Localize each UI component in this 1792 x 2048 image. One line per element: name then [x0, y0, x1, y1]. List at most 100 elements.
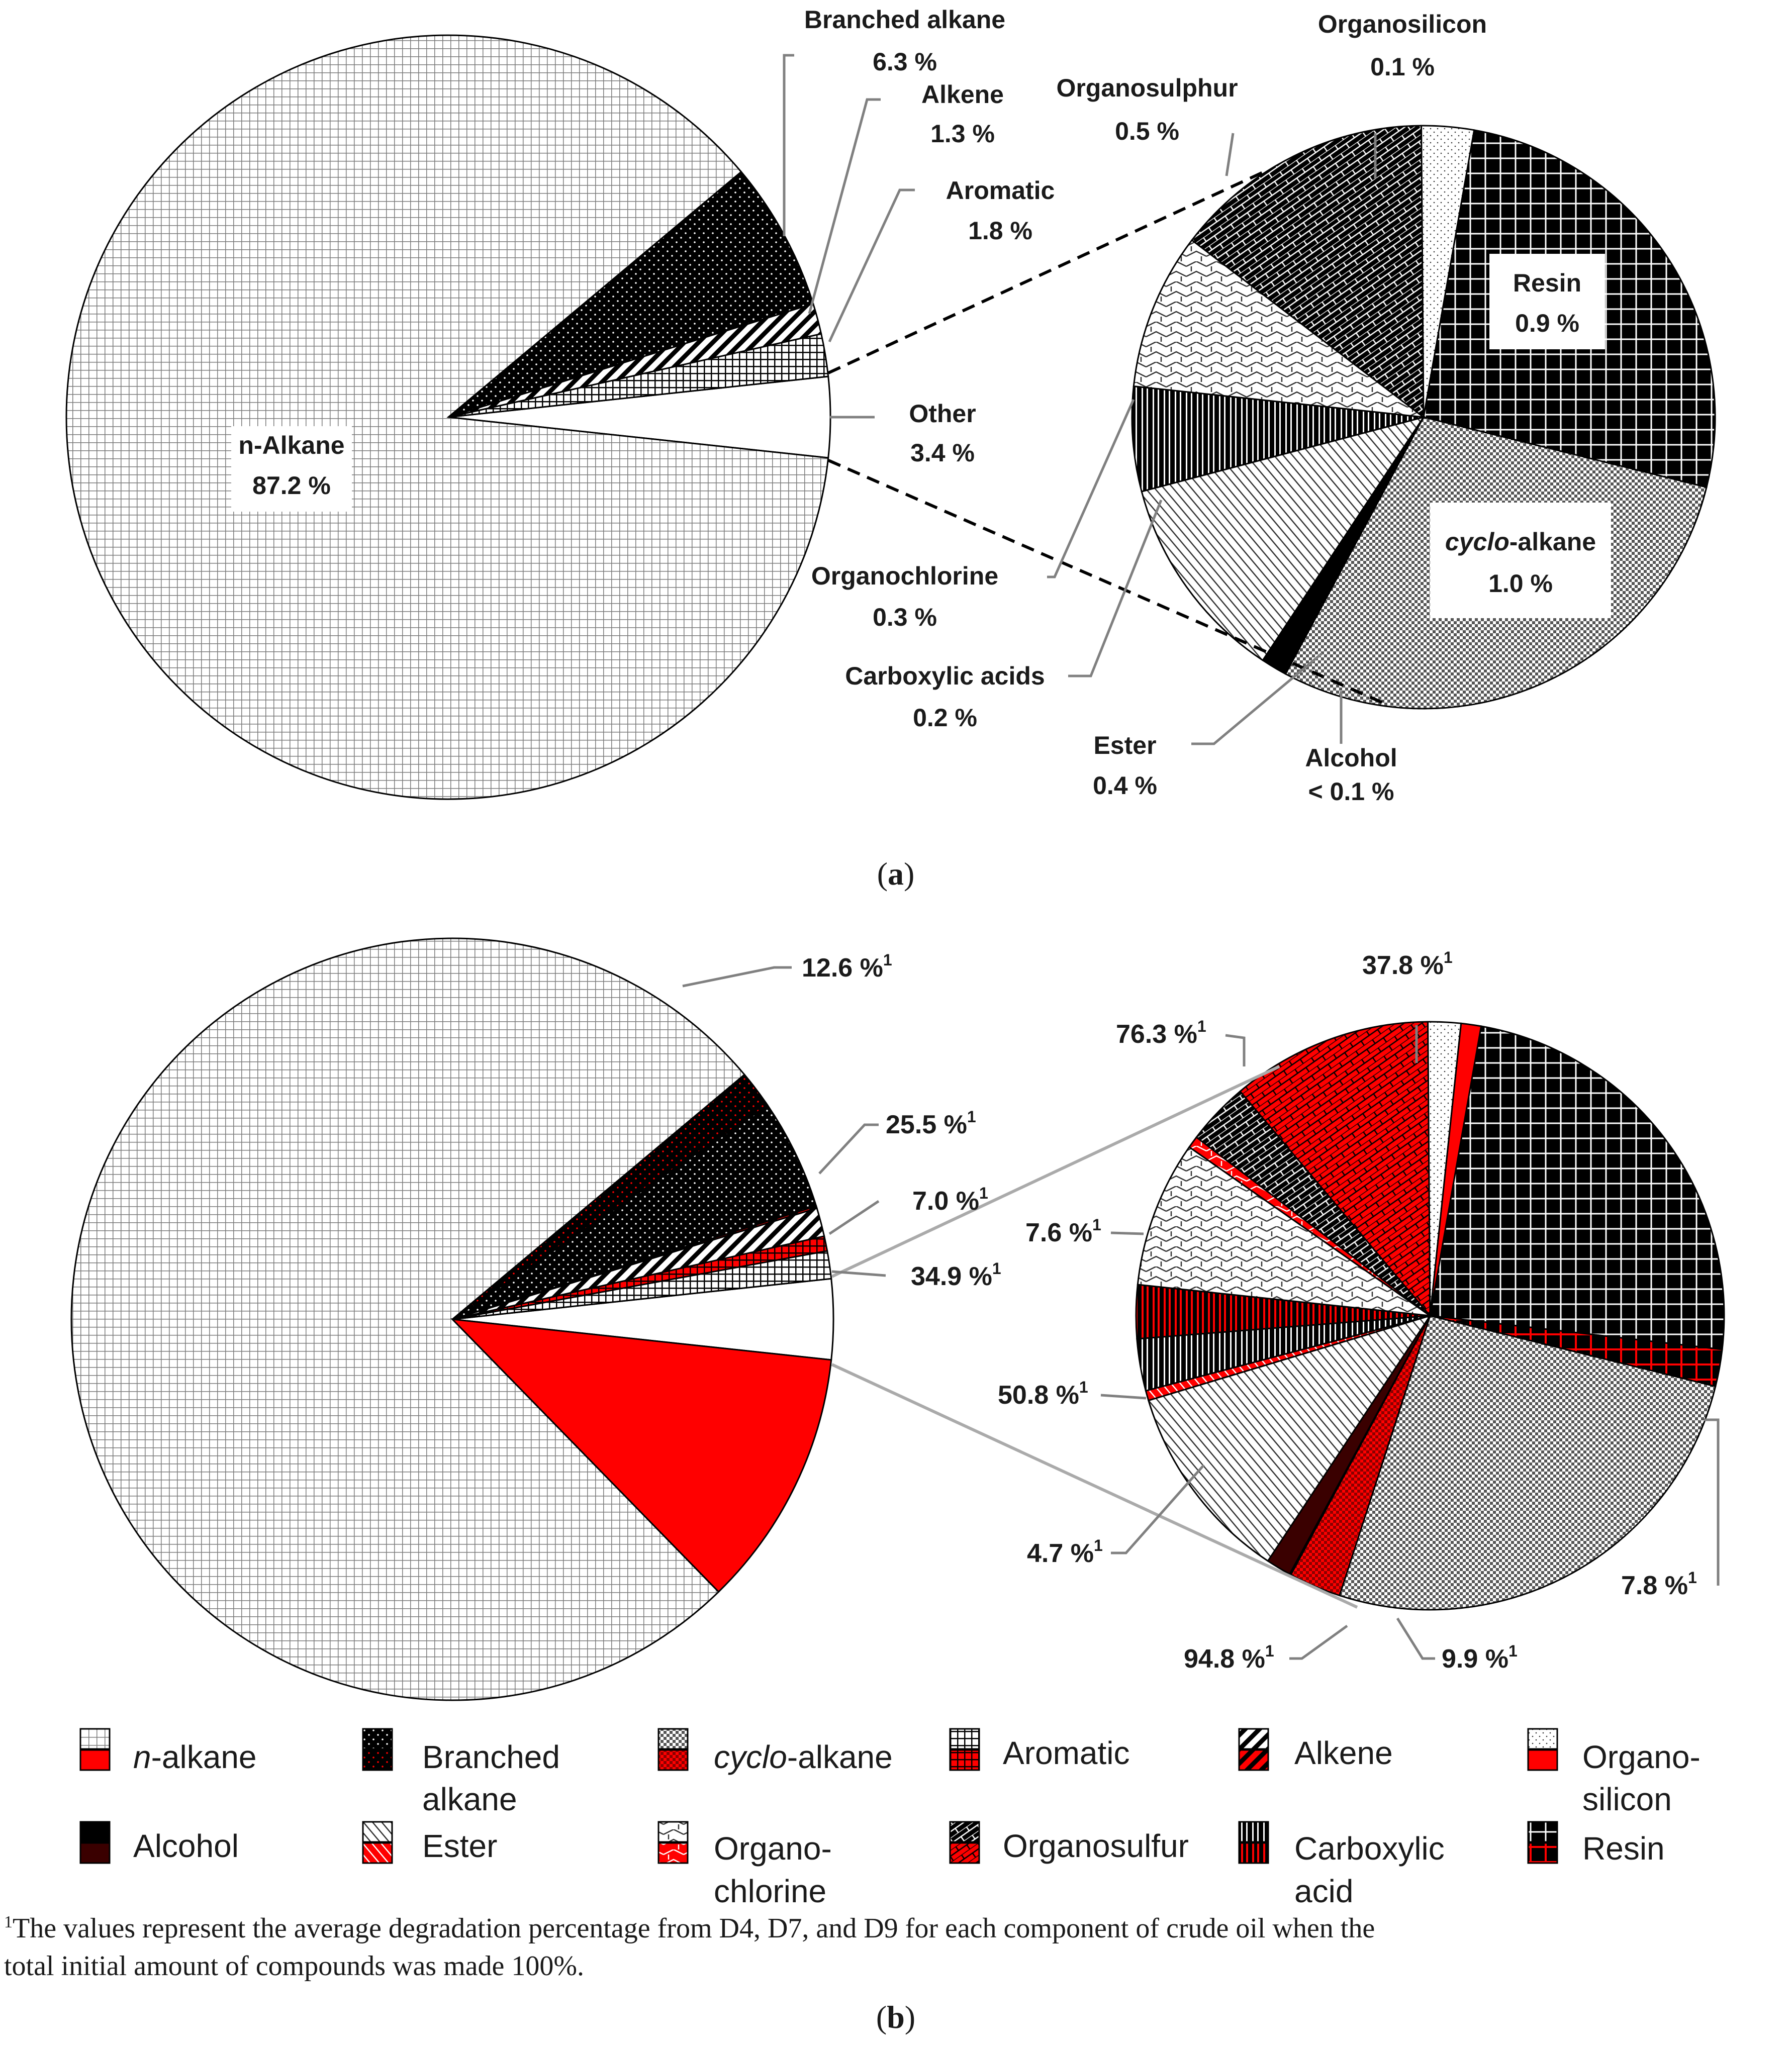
svg-text:Organosulfur: Organosulfur	[1003, 1828, 1189, 1864]
svg-text:Resin: Resin	[1582, 1830, 1665, 1867]
slice-resin-remaining	[1429, 1025, 1725, 1350]
label-alcohol-value: < 0.1 %	[1308, 777, 1394, 806]
legend-branched-alkane: Branched alkane	[362, 1728, 560, 1817]
legend-aromatic: Aromatic	[949, 1728, 1130, 1771]
svg-text:Organo-: Organo-	[1582, 1739, 1701, 1775]
label-branched-alkane-name: Branched alkane	[804, 6, 1005, 34]
svg-text:Ester: Ester	[422, 1828, 497, 1864]
label-resin-value: 0.9 %	[1515, 309, 1579, 337]
svg-text:Branched: Branched	[422, 1739, 560, 1775]
label-resin-name: Resin	[1513, 269, 1581, 297]
label-ester-value: 0.4 %	[1093, 771, 1157, 800]
label-aromatic-value: 1.8 %	[968, 217, 1032, 245]
label-b-organosilicon: 37.8 %1	[1362, 948, 1453, 980]
svg-text:cyclo-alkane: cyclo-alkane	[714, 1739, 893, 1775]
slice-ester-remaining	[1147, 1314, 1432, 1562]
label-b-alkene: 7.0 %1	[912, 1184, 988, 1216]
label-carboxylic-acids-value: 0.2 %	[913, 704, 977, 732]
main-pie-b	[70, 937, 834, 1701]
label-organosulphur-value: 0.5 %	[1115, 117, 1179, 145]
slice-cyclo-alkane-remaining	[1339, 1315, 1717, 1611]
label-b-resin: 7.8 %1	[1621, 1569, 1697, 1600]
label-n-alkane-name: n-Alkane	[238, 431, 344, 459]
caption-b: (b)	[876, 1999, 915, 2035]
n-alkane-label-box	[231, 426, 352, 512]
label-alkene-value: 1.3 %	[930, 120, 995, 148]
slice-n-alkane-degraded	[450, 1318, 832, 1593]
caption-a: (a)	[877, 856, 915, 892]
label-organosilicon-name: Organosilicon	[1318, 10, 1487, 38]
slice-organochlorine-remaining	[1137, 1146, 1431, 1317]
label-b-branched-alkane: 25.5 %1	[886, 1108, 976, 1139]
slice-organosilicon-degraded	[1429, 1022, 1482, 1316]
svg-text:Organo-: Organo-	[714, 1830, 832, 1867]
legend-cyclo-alkane: cyclo-alkane	[657, 1728, 893, 1775]
svg-text:chlorine: chlorine	[714, 1873, 826, 1909]
label-b-carboxylic-acid: 50.8 %1	[998, 1378, 1088, 1410]
svg-text:silicon: silicon	[1582, 1781, 1672, 1817]
svg-text:alkane: alkane	[422, 1781, 517, 1817]
label-carboxylic-acids-name: Carboxylic acids	[845, 662, 1045, 690]
slice-n-alkane-remaining	[70, 937, 746, 1701]
legend-resin: Resin	[1527, 1821, 1665, 1867]
legend: n-alkane Branched alkane cyclo-alkane Ar…	[79, 1728, 1701, 1909]
slice-n-alkane	[65, 34, 829, 800]
connector-gray-bottom	[831, 1363, 1358, 1609]
label-organosilicon-value: 0.1 %	[1370, 53, 1435, 81]
svg-text:n-alkane: n-alkane	[133, 1739, 257, 1775]
label-organosulphur-name: Organosulphur	[1056, 74, 1238, 102]
label-b-cyclo-alkane: 9.9 %1	[1442, 1642, 1518, 1674]
label-other-value: 3.4 %	[910, 439, 975, 467]
slice-carboxylic-acids	[1131, 385, 1424, 493]
label-b-organochlorine: 7.6 %1	[1025, 1216, 1101, 1247]
label-alcohol-name: Alcohol	[1305, 744, 1397, 772]
label-aromatic-name: Aromatic	[946, 176, 1055, 205]
legend-alcohol: Alcohol	[79, 1821, 239, 1864]
main-pie-a	[65, 34, 831, 800]
slice-ester	[1141, 416, 1426, 661]
legend-organochlorine: Organo- chlorine	[657, 1821, 832, 1909]
svg-text:acid: acid	[1294, 1873, 1353, 1909]
svg-text:Aromatic: Aromatic	[1003, 1735, 1130, 1771]
cyclo-alkane-label-box	[1430, 503, 1611, 618]
footnote-line-2: total initial amount of compounds was ma…	[4, 1951, 584, 1982]
connector-dashed-bottom	[827, 459, 1386, 705]
panel-a: Branched alkane 6.3 % Alkene 1.3 % Aroma…	[65, 6, 1716, 892]
other-pie-b	[1135, 1021, 1725, 1611]
label-cyclo-alkane-name: cyclo-alkane	[1445, 528, 1596, 556]
leader-lines-a	[783, 54, 1377, 745]
label-cyclo-alkane-value: 1.0 %	[1488, 569, 1553, 598]
label-b-aromatic: 34.9 %1	[911, 1259, 1001, 1291]
slice-organosilicon	[1421, 125, 1475, 418]
label-organochlorine-name: Organochlorine	[811, 562, 998, 590]
svg-text:Alkene: Alkene	[1294, 1735, 1393, 1771]
label-n-alkane-value: 87.2 %	[252, 471, 331, 500]
svg-text:Alcohol: Alcohol	[133, 1828, 239, 1864]
label-b-organosulfur: 76.3 %1	[1116, 1017, 1206, 1049]
label-branched-alkane-value: 6.3 %	[873, 48, 937, 76]
leader-lines-b	[682, 966, 1720, 1660]
label-b-n-alkane: 12.6 %1	[802, 951, 892, 983]
legend-ester: Ester	[362, 1821, 497, 1864]
slice-organosulphur	[1191, 125, 1425, 419]
panel-b: 12.6 %1 25.5 %1 7.0 %1 34.9 %1 37.8 %1 7…	[4, 937, 1725, 2035]
label-ester-name: Ester	[1093, 731, 1156, 759]
label-other-name: Other	[909, 400, 976, 428]
legend-organosilicon: Organo- silicon	[1527, 1728, 1701, 1817]
footnote-line-1: 1The values represent the average degrad…	[4, 1913, 1375, 1944]
legend-carboxylic-acid: Carboxylic acid	[1238, 1821, 1445, 1909]
slice-branched-alkane-remaining	[452, 1104, 817, 1320]
resin-label-box	[1489, 254, 1605, 349]
legend-organosulfur: Organosulfur	[949, 1821, 1189, 1864]
other-pie-a	[1131, 125, 1716, 710]
connector-dashed-top	[827, 168, 1269, 374]
connector-gray-top	[831, 1065, 1280, 1278]
label-b-alcohol: 94.8 %1	[1184, 1642, 1274, 1674]
legend-alkene: Alkene	[1238, 1728, 1393, 1771]
label-b-ester: 4.7 %1	[1027, 1536, 1103, 1568]
label-organochlorine-value: 0.3 %	[873, 603, 937, 631]
label-alkene-name: Alkene	[921, 80, 1004, 109]
legend-n-alkane: n-alkane	[79, 1728, 257, 1775]
slice-organochlorine	[1133, 239, 1427, 419]
